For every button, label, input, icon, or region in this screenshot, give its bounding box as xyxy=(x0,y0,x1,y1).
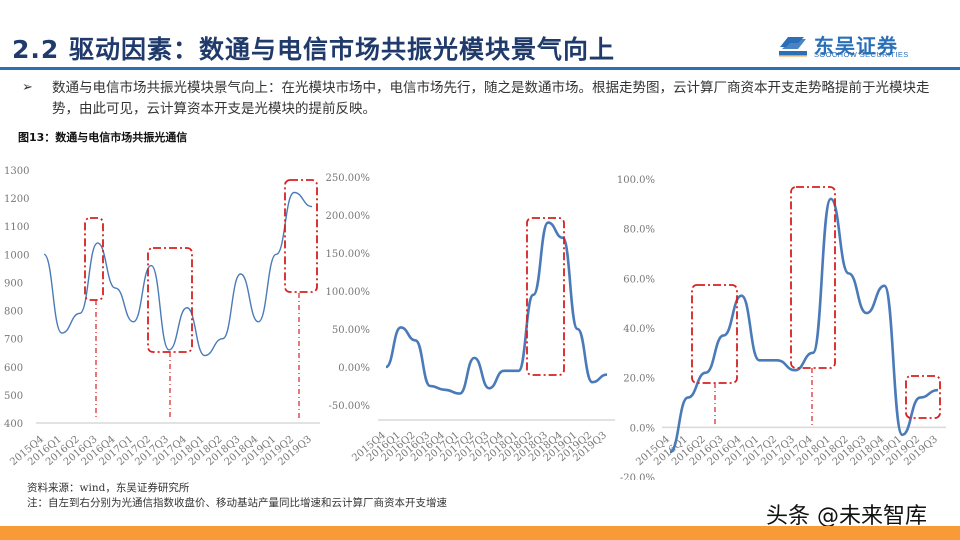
data-line xyxy=(385,221,608,395)
data-line xyxy=(669,197,939,454)
chart-1: 40050060070080090010001100120013002015Q4… xyxy=(4,166,320,468)
y-tick-label: 200.00% xyxy=(326,211,371,222)
highlight-box xyxy=(147,247,193,353)
y-tick-label: 600 xyxy=(4,363,23,374)
logo-text-en: SOOCHOW SECURITIES xyxy=(814,50,909,59)
y-tick-label: 60.0% xyxy=(623,274,655,285)
page-title: 2.2 驱动因素：数通与电信市场共振光模块景气向上 xyxy=(12,35,615,64)
y-tick-label: 1200 xyxy=(4,194,29,205)
chart-note: 注：自左到右分别为光通信指数收盘价、移动基站产量同比增速和云计算厂商资本开支增速 xyxy=(27,497,447,509)
highlight-box xyxy=(84,217,104,301)
logo-text-cn: 东吴证券 xyxy=(814,34,898,58)
y-tick-label: -20.0% xyxy=(620,473,655,480)
footer-bar xyxy=(0,526,960,540)
y-tick-label: 20.0% xyxy=(623,374,655,385)
chart-2: -50.00% 0.00% 50.00% 100.00% 150.00% 200.00% 2… xyxy=(326,173,615,464)
y-tick-label: 500 xyxy=(4,391,23,402)
y-tick-label: 250.00% xyxy=(326,173,371,184)
y-tick-label: 40.0% xyxy=(623,324,655,335)
y-tick-label: 800 xyxy=(4,307,23,318)
company-logo: 东吴证券 SOOCHOW SECURITIES xyxy=(778,33,948,59)
y-tick-label: 80.0% xyxy=(623,225,655,236)
watermark: 头条 @未来智库 xyxy=(766,504,927,529)
highlight-box xyxy=(905,375,941,419)
y-tick-label: 1300 xyxy=(4,166,29,177)
y-tick-label: 700 xyxy=(4,335,23,346)
highlight-box xyxy=(790,186,836,369)
charts-area: 40050060070080090010001100120013002015Q4… xyxy=(4,166,946,480)
soochow-logo-icon xyxy=(779,37,807,57)
y-tick-label: 1100 xyxy=(4,222,29,233)
chart-3: -20.0%0.0%20.0%40.0%60.0%80.0%100.0%2015… xyxy=(617,175,946,480)
data-line xyxy=(43,191,313,357)
y-tick-label: -50.00% xyxy=(328,401,370,412)
y-tick-label: 900 xyxy=(4,278,23,289)
y-tick-label: 150.00% xyxy=(326,249,371,260)
highlight-box xyxy=(526,217,565,376)
y-tick-label: 0.0% xyxy=(630,423,655,434)
summary-paragraph: 数通与电信市场共振光模块景气向上：在光模块市场中，电信市场先行，随之是数通市场。… xyxy=(52,80,930,117)
y-tick-label: 100.0% xyxy=(617,175,655,186)
data-source: 资料来源：wind，东吴证券研究所 xyxy=(27,482,190,494)
y-tick-label: 1000 xyxy=(4,250,29,261)
source-note: 资料来源：wind，东吴证券研究所 注：自左到右分别为光通信指数收盘价、移动基站… xyxy=(27,481,447,511)
title-divider xyxy=(0,67,960,70)
y-tick-label: 0.00% xyxy=(338,363,370,374)
y-tick-label: 400 xyxy=(4,419,23,430)
bullet-arrow-icon: ➢ xyxy=(22,80,33,95)
y-tick-label: 50.00% xyxy=(332,325,370,336)
figure-title: 图13：数通与电信市场共振光通信 xyxy=(18,131,188,144)
highlight-box xyxy=(691,284,738,384)
y-tick-label: 100.00% xyxy=(326,287,371,298)
highlight-box xyxy=(284,179,318,293)
